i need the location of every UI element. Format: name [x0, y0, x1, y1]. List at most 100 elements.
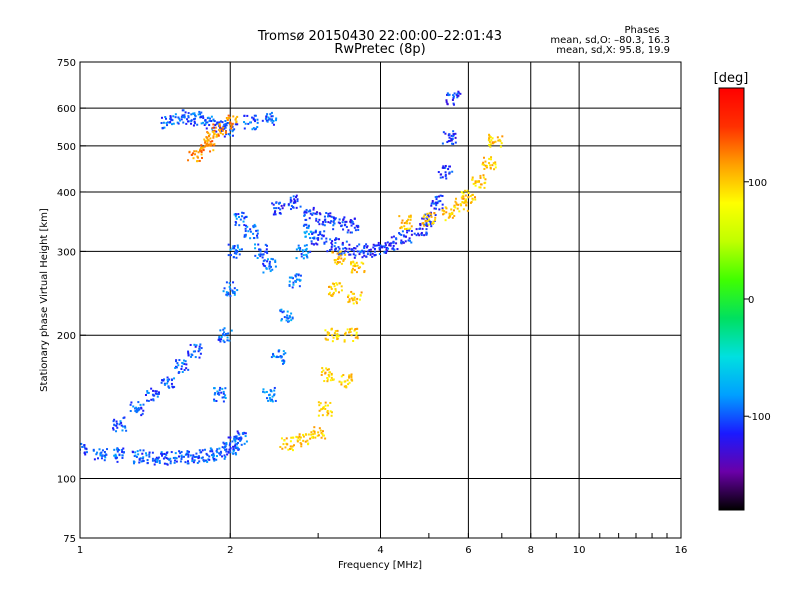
data-point: [351, 267, 354, 270]
data-point: [455, 93, 458, 96]
data-point: [279, 208, 282, 211]
data-point: [166, 380, 169, 383]
data-point: [214, 126, 217, 129]
data-point: [319, 429, 322, 432]
data-point: [236, 244, 239, 247]
data-point: [318, 223, 321, 226]
data-point: [193, 459, 196, 462]
data-point: [241, 211, 244, 214]
data-point: [115, 455, 118, 458]
data-point: [140, 460, 143, 463]
data-point: [312, 206, 315, 209]
data-point: [170, 379, 173, 382]
data-point: [462, 192, 465, 195]
data-point: [193, 112, 196, 115]
data-point: [378, 253, 381, 256]
data-point: [305, 433, 308, 436]
data-point: [217, 133, 220, 136]
data-point: [222, 126, 225, 129]
data-point: [290, 436, 293, 439]
data-point: [349, 231, 352, 234]
data-point: [226, 453, 229, 456]
data-point: [415, 228, 418, 231]
data-point: [381, 246, 384, 249]
data-point: [316, 243, 319, 246]
data-point: [328, 249, 331, 252]
data-point: [340, 285, 343, 288]
data-point: [297, 436, 300, 439]
data-point: [292, 436, 295, 439]
data-point: [281, 207, 284, 210]
data-point: [223, 127, 226, 130]
data-point: [271, 121, 274, 124]
data-point: [273, 393, 276, 396]
data-point: [224, 455, 227, 458]
data-point: [229, 126, 232, 129]
data-point: [334, 248, 337, 251]
data-point: [305, 253, 308, 256]
data-point: [363, 254, 366, 257]
data-point: [454, 136, 457, 139]
data-point: [342, 218, 345, 221]
data-point: [229, 248, 232, 251]
data-point: [445, 211, 448, 214]
data-point: [307, 227, 310, 230]
data-point: [253, 114, 256, 117]
data-point: [385, 251, 388, 254]
data-point: [218, 447, 221, 450]
data-point: [342, 228, 345, 231]
data-point: [212, 136, 215, 139]
data-point: [452, 94, 455, 97]
data-point: [221, 387, 224, 390]
data-point: [369, 251, 372, 254]
data-point: [262, 253, 265, 256]
data-point: [324, 404, 327, 407]
x-tick-label: 8: [528, 545, 534, 556]
data-point: [323, 215, 326, 218]
data-point: [226, 336, 229, 339]
data-point: [224, 394, 227, 397]
data-point: [330, 287, 333, 290]
data-point: [442, 166, 445, 169]
data-point: [165, 457, 168, 460]
data-point: [340, 253, 343, 256]
data-point: [249, 237, 252, 240]
data-point: [460, 196, 463, 199]
data-point: [180, 367, 183, 370]
data-point: [303, 213, 306, 216]
data-point: [124, 426, 127, 429]
data-point: [198, 348, 201, 351]
data-point: [446, 141, 449, 144]
data-point: [249, 230, 252, 233]
data-point: [203, 138, 206, 141]
data-point: [200, 150, 203, 153]
data-point: [324, 220, 327, 223]
data-point: [376, 244, 379, 247]
data-point: [302, 250, 305, 253]
data-point: [307, 210, 310, 213]
data-point: [305, 255, 308, 258]
data-point: [138, 457, 141, 460]
data-point: [264, 117, 267, 120]
data-point: [84, 447, 87, 450]
data-point: [270, 119, 273, 122]
data-point: [175, 457, 178, 460]
data-point: [482, 161, 485, 164]
data-point: [282, 443, 285, 446]
data-point: [280, 318, 283, 321]
data-point: [226, 119, 229, 122]
data-point: [189, 343, 192, 346]
data-point: [292, 202, 295, 205]
data-point: [474, 184, 477, 187]
data-point: [348, 243, 351, 246]
data-point: [438, 195, 441, 198]
data-point: [318, 409, 321, 412]
data-point: [319, 402, 322, 405]
data-point: [233, 445, 236, 448]
data-point: [334, 217, 337, 220]
data-point: [289, 198, 292, 201]
data-point: [234, 444, 237, 447]
data-point: [167, 385, 170, 388]
data-point: [99, 454, 102, 457]
data-point: [305, 223, 308, 226]
